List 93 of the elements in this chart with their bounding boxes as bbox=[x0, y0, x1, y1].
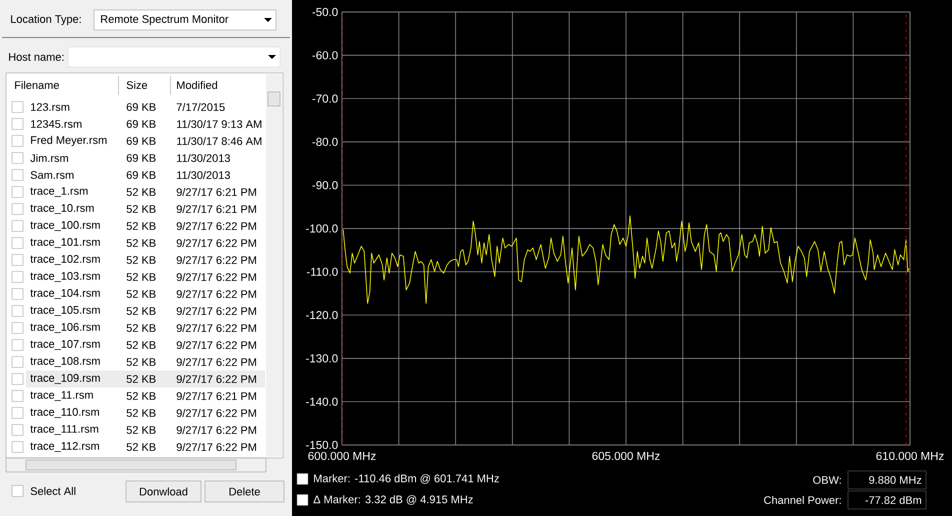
text: 52 KB bbox=[126, 443, 156, 451]
text: 52 KB bbox=[126, 426, 156, 434]
y-tick-label: -100.0 bbox=[306, 224, 338, 233]
text: 52 KB bbox=[126, 341, 156, 349]
text: 52 KB bbox=[126, 358, 156, 366]
text: OBW: bbox=[813, 476, 841, 484]
y-tick-label: -130.0 bbox=[306, 354, 338, 362]
text: 69 KB bbox=[126, 120, 156, 128]
text: trace_110.rsm bbox=[30, 408, 99, 418]
text: 9/27/17 6:22 PM bbox=[176, 272, 256, 282]
y-tick-label: -80.0 bbox=[312, 138, 338, 146]
text: 12345.rsm bbox=[31, 120, 82, 128]
y-tick-label: -50.0 bbox=[312, 8, 338, 16]
text: 52 KB bbox=[126, 256, 156, 264]
text: 9/27/17 6:22 PM bbox=[176, 290, 256, 298]
text: Δ Marker: 3.32 dB @ 4.915 MHz bbox=[314, 495, 473, 505]
y-tick-label: -150.0 bbox=[306, 440, 338, 450]
text: 11/30/2013 bbox=[177, 170, 230, 180]
text: 9.880 MHz bbox=[869, 476, 922, 484]
text: 52 KB bbox=[126, 222, 156, 230]
text: Location Type: bbox=[11, 14, 81, 26]
text: trace_10.rsm bbox=[30, 204, 94, 214]
text: 52 KB bbox=[126, 239, 156, 247]
line-series bbox=[342, 216, 910, 304]
text: Remote Spectrum Monitor bbox=[101, 14, 228, 26]
text: trace_104.rsm bbox=[30, 289, 100, 299]
text: 9/27/17 6:21 PM bbox=[176, 204, 256, 214]
text: Marker: -110.46 dBm @ 601.741 MHz bbox=[314, 474, 499, 484]
y-tick-label: -60.0 bbox=[312, 51, 338, 60]
text: Sam.rsm bbox=[30, 171, 74, 179]
text: trace_103.rsm bbox=[30, 272, 100, 282]
text: 9/27/17 6:21 PM bbox=[176, 392, 256, 400]
text: 69 KB bbox=[126, 171, 156, 179]
text: 9/27/17 6:22 PM bbox=[176, 256, 256, 264]
text: Size bbox=[126, 80, 148, 90]
text: Select All bbox=[30, 486, 76, 496]
text: 9/27/17 6:22 PM bbox=[176, 358, 256, 366]
text: trace_100.rsm bbox=[30, 221, 100, 231]
y-tick-label: -90.0 bbox=[312, 181, 338, 190]
text: 52 KB bbox=[126, 375, 156, 383]
text: Jim.rsm bbox=[30, 154, 68, 162]
text: Host name: bbox=[9, 53, 64, 61]
text: 9/27/17 6:22 PM bbox=[176, 374, 256, 384]
text: Modified bbox=[177, 80, 218, 90]
text: 9/27/17 6:22 PM bbox=[176, 238, 256, 248]
text: trace_108.rsm bbox=[30, 357, 100, 367]
text: 7/17/2015 bbox=[176, 102, 225, 112]
text: 69 KB bbox=[126, 137, 156, 145]
text: trace_102.rsm bbox=[30, 255, 100, 265]
text: 11/30/2013 bbox=[177, 154, 230, 162]
text: Delete bbox=[230, 487, 260, 496]
text: 9/27/17 6:22 PM bbox=[176, 442, 256, 452]
text: trace_105.rsm bbox=[30, 306, 100, 316]
text: 52 KB bbox=[126, 307, 156, 315]
text: 123.rsm bbox=[31, 103, 70, 111]
x-tick-label: 610.000 MHz bbox=[876, 452, 944, 460]
text: trace_1.rsm bbox=[30, 187, 88, 197]
x-tick-label: 600.000 MHz bbox=[308, 452, 376, 460]
text: 52 KB bbox=[126, 205, 156, 213]
text: 11/30/17 8:46 AM bbox=[177, 136, 262, 146]
x-tick-label: 605.000 MHz bbox=[592, 452, 660, 460]
text: 9/27/17 6:22 PM bbox=[176, 222, 256, 230]
text: 9/27/17 6:22 PM bbox=[176, 426, 256, 434]
text: trace_11.rsm bbox=[30, 391, 93, 401]
y-tick-label: -70.0 bbox=[312, 94, 338, 103]
text: trace_106.rsm bbox=[30, 323, 100, 333]
text: 9/27/17 6:22 PM bbox=[176, 306, 256, 316]
text: 9/27/17 6:22 PM bbox=[176, 324, 256, 332]
text: 52 KB bbox=[126, 392, 156, 400]
text: Channel Power: bbox=[764, 496, 841, 504]
text: 52 KB bbox=[126, 188, 156, 196]
text: 69 KB bbox=[126, 154, 156, 162]
text: trace_111.rsm bbox=[30, 425, 98, 435]
text: Donwload bbox=[140, 487, 188, 496]
text: 9/27/17 6:21 PM bbox=[176, 188, 256, 196]
text: -77.82 dBm bbox=[865, 496, 922, 504]
text: trace_101.rsm bbox=[30, 238, 100, 248]
text: 69 KB bbox=[126, 103, 156, 111]
text: 11/30/17 9:13 AM bbox=[177, 120, 262, 128]
y-tick-label: -120.0 bbox=[306, 311, 338, 320]
text: 52 KB bbox=[126, 273, 156, 281]
text: 52 KB bbox=[126, 324, 156, 332]
text: trace_109.rsm bbox=[30, 374, 100, 384]
text: Fred Meyer.rsm bbox=[31, 136, 106, 146]
text: trace_112.rsm bbox=[30, 442, 99, 452]
text: Filename bbox=[15, 80, 59, 90]
y-tick-label: -110.0 bbox=[306, 268, 338, 276]
y-tick-label: -140.0 bbox=[306, 398, 338, 406]
text: 52 KB bbox=[126, 290, 156, 298]
text: 9/27/17 6:22 PM bbox=[176, 340, 256, 350]
text: 9/27/17 6:22 PM bbox=[176, 408, 256, 418]
text: 52 KB bbox=[126, 409, 156, 417]
text: trace_107.rsm bbox=[30, 340, 100, 350]
